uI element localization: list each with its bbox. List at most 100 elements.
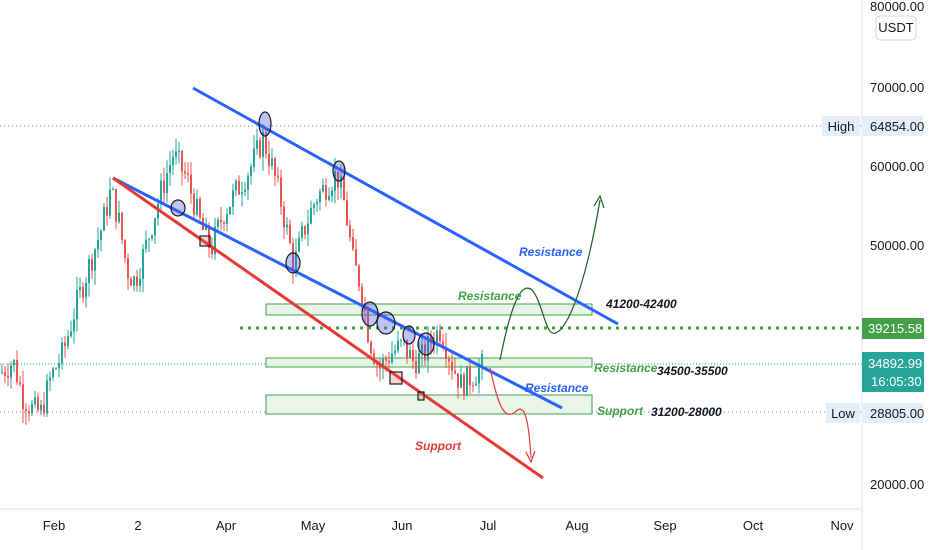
annotation-support-zone: Support xyxy=(597,404,644,418)
candle-body xyxy=(247,175,249,190)
candle-body xyxy=(355,249,357,266)
candle-body xyxy=(475,383,477,386)
candle-body xyxy=(265,132,267,154)
candle-body xyxy=(106,206,108,216)
touch-marker-circle xyxy=(170,199,186,217)
bearish-projection-path xyxy=(489,367,532,459)
candle-body xyxy=(214,226,216,255)
candle-body xyxy=(226,214,228,224)
candle-body xyxy=(58,363,60,369)
candle-body xyxy=(295,251,297,271)
candle-body xyxy=(70,331,72,337)
candle-body xyxy=(112,188,114,190)
candle-body xyxy=(466,366,468,396)
touch-marker-square xyxy=(417,391,425,401)
annotation-zone-top-range: 41200-42400 xyxy=(605,297,677,311)
annotation-resistance-upper: Resistance xyxy=(519,245,583,259)
candle-body xyxy=(415,361,417,374)
candle-body xyxy=(406,339,408,358)
candle-body xyxy=(22,384,24,410)
touch-marker-circle xyxy=(285,252,301,274)
candle-body xyxy=(82,286,84,298)
candle-body xyxy=(292,243,294,271)
candle-body xyxy=(331,190,333,197)
candle-body xyxy=(250,166,252,176)
candle-body xyxy=(31,404,33,414)
candle-body xyxy=(172,156,174,166)
candle-body xyxy=(85,282,87,298)
candle-body xyxy=(448,358,450,362)
candle-body xyxy=(25,409,27,412)
candle-body xyxy=(127,258,129,279)
candle-body xyxy=(229,206,231,215)
candle-body xyxy=(442,341,444,347)
touch-marker-circle xyxy=(332,160,346,182)
x-tick-label: Jul xyxy=(480,518,497,533)
candle-body xyxy=(478,367,480,384)
candle-body xyxy=(283,206,285,228)
y-tick-label: 60000.00 xyxy=(870,159,924,174)
candle-body xyxy=(133,276,135,286)
touch-marker-circle xyxy=(402,325,416,345)
candle-body xyxy=(199,198,201,218)
annotation-zone-mid-range: 34500-35500 xyxy=(657,364,728,378)
touch-marker-circle xyxy=(361,301,379,327)
candle-body xyxy=(346,200,348,226)
candle-body xyxy=(13,360,15,366)
candle-body xyxy=(385,358,387,361)
candle-body xyxy=(142,248,144,279)
candle-body xyxy=(256,140,258,149)
low-label: Low xyxy=(831,406,855,421)
candle-body xyxy=(457,373,459,388)
candle-body xyxy=(340,176,342,188)
candle-body xyxy=(7,375,9,378)
candle-body xyxy=(139,278,141,286)
candle-body xyxy=(109,189,111,216)
candle-body xyxy=(73,319,75,332)
candle-body xyxy=(262,132,264,158)
candle-body xyxy=(481,354,483,368)
candle-body xyxy=(79,286,81,291)
candle-body xyxy=(28,411,30,414)
last-price-value: 34892.99 xyxy=(868,356,922,371)
candle-body xyxy=(400,340,402,342)
candle-body xyxy=(460,374,462,388)
candle-body xyxy=(463,374,465,396)
candle-body xyxy=(322,185,324,192)
candle-body xyxy=(313,204,315,209)
candle-body xyxy=(376,363,378,365)
candle-body xyxy=(298,237,300,252)
candle-body xyxy=(277,175,279,178)
candle-body xyxy=(100,230,102,241)
candle-body xyxy=(280,177,282,207)
y-tick-label: 80000.00 xyxy=(870,0,924,14)
x-tick-label: 2 xyxy=(134,518,141,533)
candle-body xyxy=(388,360,390,363)
candle-body xyxy=(409,349,411,358)
candle-body xyxy=(46,380,48,414)
candle-body xyxy=(370,342,372,354)
candle-body xyxy=(163,180,165,194)
candle-body xyxy=(391,353,393,363)
candle-body xyxy=(136,276,138,286)
high-price-tag: High 64854.00 xyxy=(822,116,924,136)
x-tick-label: Sep xyxy=(653,518,676,533)
candle-body xyxy=(91,259,93,271)
candle-body xyxy=(412,349,414,362)
candle-body xyxy=(145,239,147,249)
currency-badge[interactable]: USDT xyxy=(875,15,917,41)
candle-body xyxy=(439,330,441,342)
x-tick-label: Oct xyxy=(743,518,764,533)
candle-body xyxy=(259,140,261,158)
candle-body xyxy=(238,180,240,195)
annotation-support-lower: Support xyxy=(415,439,462,453)
touch-marker-circle xyxy=(258,111,272,137)
candle-body xyxy=(130,278,132,286)
x-tick-label: Aug xyxy=(565,518,588,533)
candle-body xyxy=(205,225,207,230)
candle-body xyxy=(418,352,420,374)
candle-body xyxy=(268,153,270,166)
candle-body xyxy=(301,226,303,238)
candle-body xyxy=(454,370,456,374)
